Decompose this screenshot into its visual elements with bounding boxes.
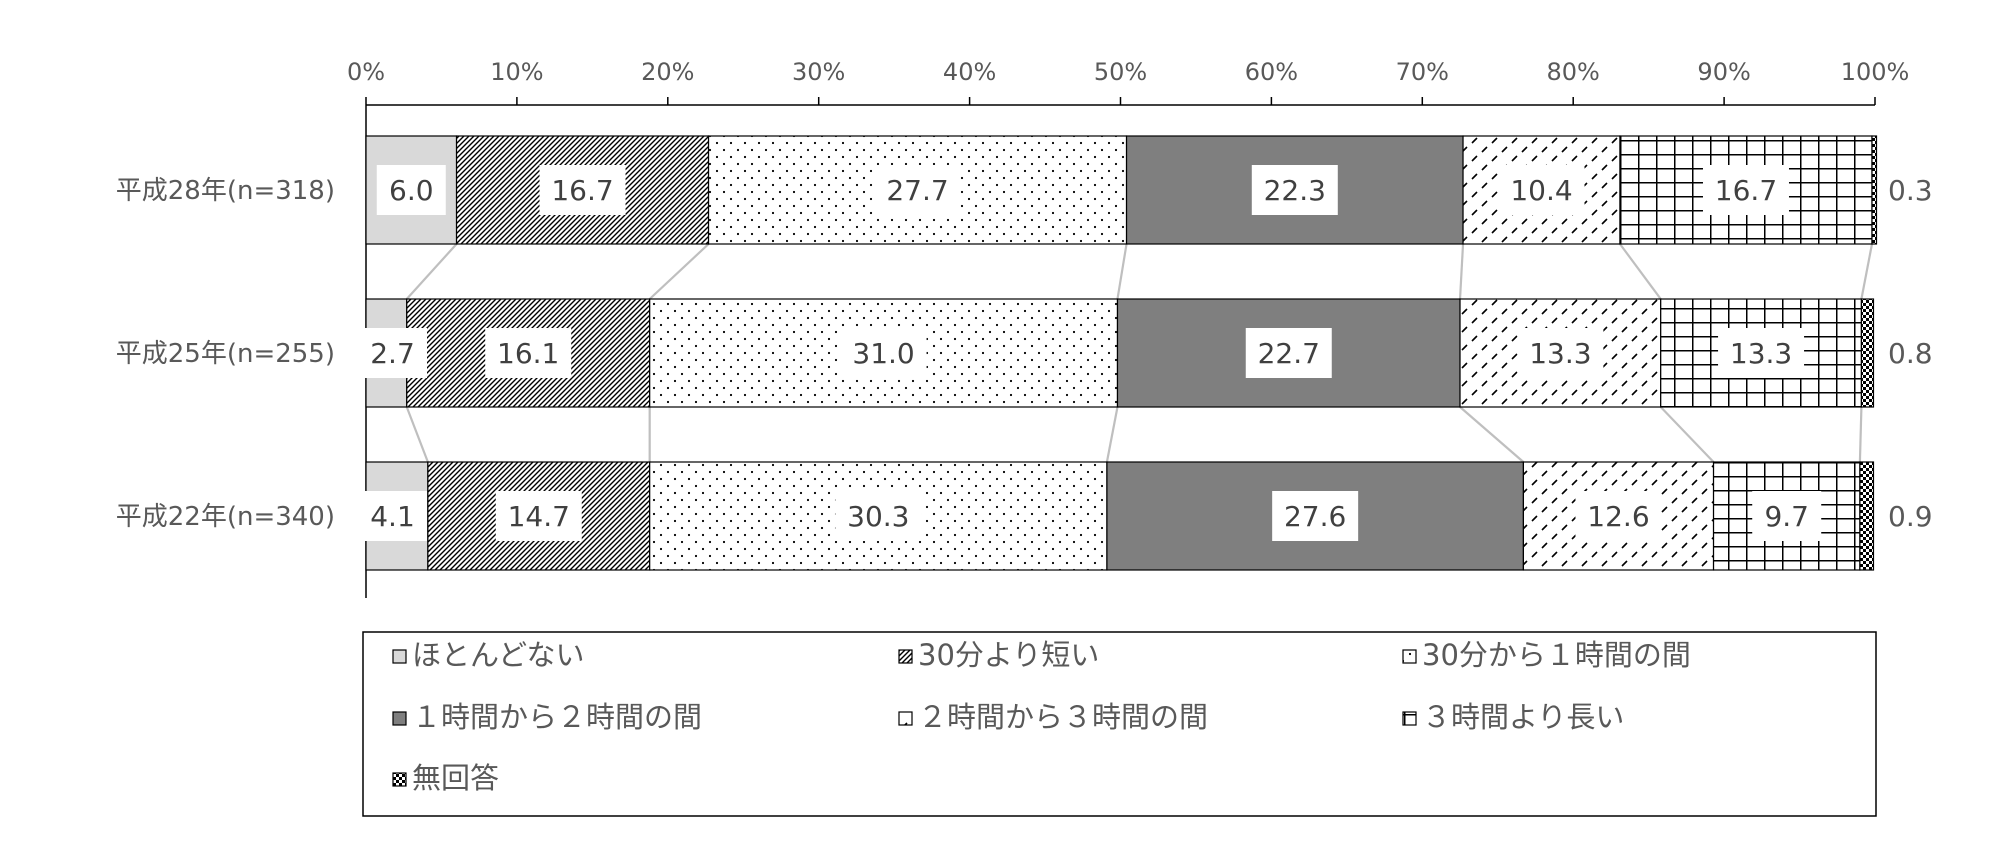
data-label-box [1752,491,1822,541]
data-label-box [1251,165,1338,215]
data-label: 6.0 [389,174,434,207]
x-tick-label: 70% [1396,58,1449,86]
legend-swatch [392,711,407,726]
legend-entry: １時間から２時間の間 [412,700,702,734]
data-label: 12.6 [1587,500,1649,533]
data-label: 4.1 [370,500,415,533]
bar-segment [1871,135,1878,245]
legend-swatch [898,711,913,726]
series-connector-line [1459,406,1525,463]
category-label: 平成28年(n=318) [116,176,335,206]
data-label: 13.3 [1730,337,1792,370]
legend-entry: 30分より短い [918,638,1099,672]
data-label-box [1702,165,1789,215]
legend-box [362,631,1877,817]
x-tick-label: 0% [347,58,385,86]
bar-segment [1860,298,1875,408]
series-connector-line [1458,243,1465,300]
data-labels: 6.0 16.7 27.7 22.3 10.4 16.7 0.3 2.7 16.1 31.0 22.… [358,165,1933,541]
legend-swatch [1402,649,1417,664]
legend-swatch [898,649,913,664]
legend-swatch [1402,711,1417,726]
data-label: 22.7 [1258,337,1320,370]
legend-entry: 30分から１時間の間 [1422,638,1691,672]
category-label: 平成22年(n=340) [116,502,335,532]
data-label-box [376,165,446,215]
bar-segment [1859,461,1875,571]
data-label: 2.7 [370,337,415,370]
x-axis: 0% 10% 20% 30% 40% 50% 60% 70% 80% 90% 100% 平成28年(n… [116,58,1910,598]
series-connector-line [1116,243,1128,300]
data-label-box [495,491,582,541]
legend-entry: 無回答 [412,761,499,795]
series-connector-line [405,406,429,463]
data-label: 0.8 [1888,337,1933,370]
legend-entry: ３時間より長い [1422,700,1624,734]
series-connector-line [648,243,710,300]
series-connector-line [405,243,458,300]
legend-swatch [392,772,407,787]
bar-segment [1106,461,1525,571]
x-tick-label: 10% [490,58,543,86]
data-label-box [874,165,961,215]
data-label: 31.0 [852,337,914,370]
series-connector-line [1858,406,1863,463]
x-tick-label: 20% [641,58,694,86]
data-label-box [840,328,927,378]
x-tick-label: 50% [1094,58,1147,86]
data-label-box [539,165,626,215]
x-tick-label: 80% [1547,58,1600,86]
data-label: 10.4 [1510,174,1572,207]
data-label-box [358,491,427,541]
bar-segment [1660,298,1863,408]
data-label-box [835,491,922,541]
legend: ほとんどない 30分より短い 30分から１時間の間 １時間から２時間の間 ２時間から３時… [362,631,1877,817]
x-tick-label: 100% [1841,58,1910,86]
data-label: 9.7 [1764,500,1809,533]
legend-swatch [392,649,407,664]
series-connector-line [1860,243,1874,300]
data-label: 16.7 [1715,174,1777,207]
x-tick-label: 40% [943,58,996,86]
data-label: 22.3 [1264,174,1326,207]
data-label-box [485,328,572,378]
data-label-box [1517,328,1604,378]
data-label-box [1498,165,1585,215]
data-label: 16.1 [497,337,559,370]
data-label: 27.7 [886,174,948,207]
x-tick-label: 30% [792,58,845,86]
data-label-box [1245,328,1332,378]
data-label-box [1575,491,1662,541]
series-connector-line [1105,406,1119,463]
legend-entry: ほとんどない [412,638,585,672]
series-connector-line [1659,406,1715,463]
data-label-box [1718,328,1805,378]
data-label-box [1272,491,1359,541]
data-label: 0.3 [1888,174,1933,207]
category-label: 平成25年(n=255) [116,339,335,369]
series-connector-line [1619,243,1662,300]
data-label: 14.7 [508,500,570,533]
data-label: 30.3 [847,500,909,533]
x-tick-label: 60% [1245,58,1298,86]
legend-entry: ２時間から３時間の間 [918,700,1208,734]
data-label: 27.6 [1284,500,1346,533]
data-label: 16.7 [551,174,613,207]
x-tick-label: 90% [1697,58,1750,86]
data-label: 13.3 [1529,337,1591,370]
data-label-box [358,328,427,378]
data-label: 0.9 [1888,500,1933,533]
series-connector-lines [405,243,1874,463]
